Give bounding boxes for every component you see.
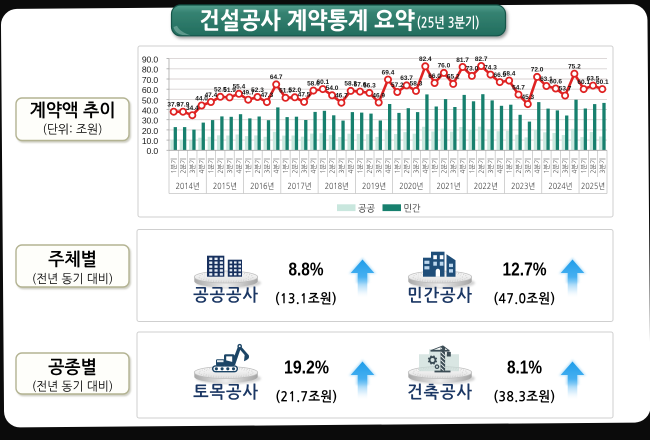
svg-text:73.0: 73.0 — [466, 66, 479, 73]
svg-text:52.5: 52.5 — [214, 87, 227, 94]
svg-text:56.3: 56.3 — [363, 83, 376, 90]
svg-text:63.7: 63.7 — [400, 75, 413, 82]
svg-text:49.7: 49.7 — [242, 90, 255, 97]
svg-text:34.4: 34.4 — [186, 105, 199, 112]
svg-text:60.0: 60.0 — [142, 85, 158, 95]
svg-text:44.0: 44.0 — [195, 95, 208, 102]
svg-text:12.7%: 12.7% — [503, 260, 547, 280]
svg-text:40.0: 40.0 — [142, 105, 158, 115]
svg-text:52.0: 52.0 — [288, 87, 301, 94]
svg-text:19.2%: 19.2% — [284, 358, 329, 378]
svg-text:63.5: 63.5 — [587, 75, 600, 82]
svg-text:57.6: 57.6 — [354, 81, 367, 88]
svg-text:66.9: 66.9 — [493, 72, 506, 79]
svg-text:45.3: 45.3 — [521, 94, 534, 101]
svg-text:47.4: 47.4 — [205, 92, 218, 99]
svg-text:55.4: 55.4 — [233, 84, 246, 91]
svg-text:47.5: 47.5 — [298, 92, 311, 99]
svg-text:54.0: 54.0 — [326, 85, 339, 92]
svg-text:72.0: 72.0 — [531, 67, 544, 74]
svg-text:58.3: 58.3 — [410, 81, 423, 88]
svg-text:57.2: 57.2 — [391, 82, 404, 89]
svg-text:0.0: 0.0 — [147, 146, 159, 156]
svg-text:37.9: 37.9 — [167, 102, 180, 109]
svg-text:8.1%: 8.1% — [507, 358, 542, 378]
svg-text:53.7: 53.7 — [559, 85, 572, 92]
svg-text:65.2: 65.2 — [447, 74, 460, 81]
svg-text:51.9: 51.9 — [223, 87, 236, 94]
svg-text:20.0: 20.0 — [142, 126, 158, 136]
svg-text:50.0: 50.0 — [142, 95, 158, 105]
svg-text:37.9: 37.9 — [177, 102, 190, 109]
svg-text:68.4: 68.4 — [503, 70, 516, 77]
svg-text:75.2: 75.2 — [568, 64, 581, 71]
svg-text:69.4: 69.4 — [382, 69, 395, 76]
svg-text:47.3: 47.3 — [261, 92, 274, 99]
svg-text:30.0: 30.0 — [142, 116, 158, 126]
svg-text:54.7: 54.7 — [512, 84, 525, 91]
svg-text:82.4: 82.4 — [419, 56, 432, 63]
svg-text:46.9: 46.9 — [372, 92, 385, 99]
svg-text:63.1: 63.1 — [540, 76, 553, 83]
svg-text:58.6: 58.6 — [307, 80, 320, 87]
svg-text:90.0: 90.0 — [142, 55, 158, 65]
svg-text:52.3: 52.3 — [251, 87, 264, 94]
svg-text:58.3: 58.3 — [344, 81, 357, 88]
svg-text:64.7: 64.7 — [270, 74, 283, 81]
svg-text:70.0: 70.0 — [142, 75, 158, 85]
svg-text:76.0: 76.0 — [438, 63, 451, 70]
svg-text:60.1: 60.1 — [577, 79, 590, 86]
svg-text:10.0: 10.0 — [142, 136, 158, 146]
svg-text:82.7: 82.7 — [475, 56, 488, 63]
svg-text:74.3: 74.3 — [484, 64, 497, 71]
svg-text:60.1: 60.1 — [316, 79, 329, 86]
svg-text:8.8%: 8.8% — [289, 260, 324, 280]
svg-text:60.1: 60.1 — [596, 79, 609, 86]
svg-text:51.5: 51.5 — [279, 88, 292, 95]
svg-text:66.0: 66.0 — [428, 73, 441, 80]
svg-text:80.0: 80.0 — [142, 65, 158, 75]
svg-text:46.7: 46.7 — [335, 93, 348, 100]
svg-text:81.7: 81.7 — [456, 57, 469, 64]
svg-text:60.6: 60.6 — [549, 78, 562, 85]
